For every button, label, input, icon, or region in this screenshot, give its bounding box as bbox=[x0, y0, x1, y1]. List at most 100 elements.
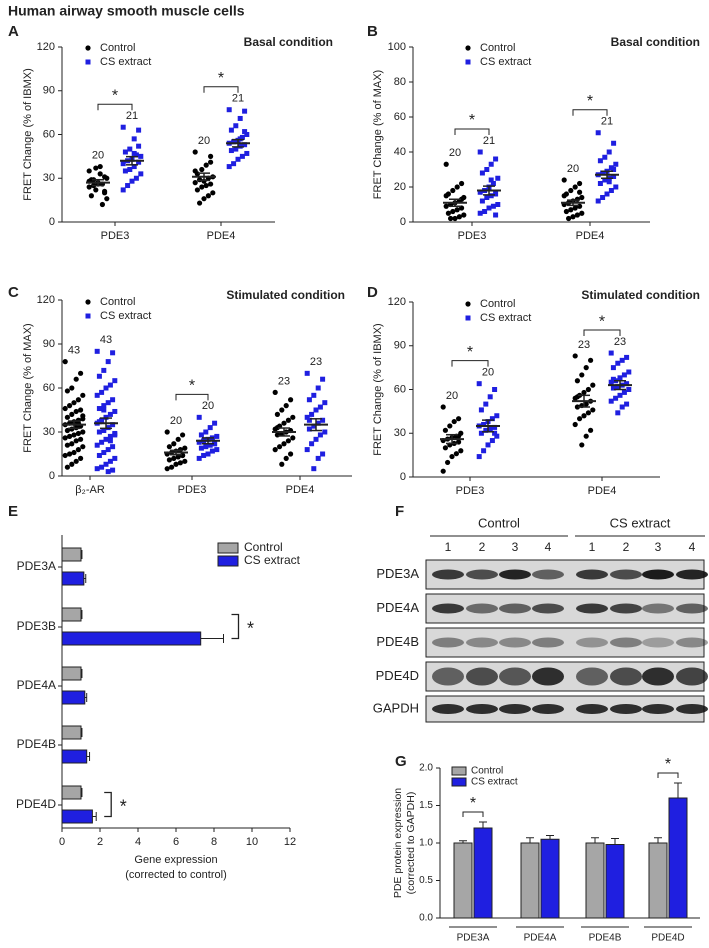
bar bbox=[61, 607, 82, 622]
data-point bbox=[86, 184, 92, 190]
blot-band bbox=[676, 569, 708, 580]
blot-band bbox=[499, 603, 531, 614]
data-point bbox=[105, 359, 111, 365]
data-point bbox=[568, 207, 574, 213]
data-point bbox=[69, 441, 75, 447]
significance-bracket bbox=[97, 103, 133, 111]
data-point bbox=[274, 432, 280, 438]
blot-band bbox=[466, 637, 498, 648]
data-point bbox=[494, 433, 500, 439]
data-point bbox=[112, 455, 118, 461]
data-point bbox=[69, 411, 75, 417]
x-tick-label: 6 bbox=[173, 836, 179, 848]
significance-label: * bbox=[112, 87, 118, 104]
bar bbox=[540, 838, 560, 919]
data-point bbox=[624, 401, 630, 407]
data-point bbox=[112, 408, 118, 414]
y-tick-label: PDE4A bbox=[17, 678, 56, 692]
data-point bbox=[595, 130, 601, 136]
data-point bbox=[288, 451, 294, 457]
data-point bbox=[239, 153, 245, 159]
data-point bbox=[493, 156, 499, 162]
n-label: 21 bbox=[126, 110, 138, 122]
data-point bbox=[490, 203, 496, 209]
bar bbox=[61, 725, 82, 740]
data-point bbox=[606, 149, 612, 155]
data-point bbox=[101, 407, 107, 413]
data-point bbox=[198, 445, 204, 451]
blot-band bbox=[466, 569, 498, 580]
data-point bbox=[453, 451, 459, 457]
y-tick-label: 60 bbox=[394, 111, 406, 123]
data-point bbox=[577, 416, 583, 422]
data-point bbox=[274, 425, 280, 431]
data-point bbox=[208, 181, 214, 187]
data-point bbox=[71, 400, 77, 406]
data-point bbox=[192, 149, 198, 155]
data-point bbox=[166, 444, 172, 450]
data-point bbox=[207, 425, 213, 431]
data-point bbox=[283, 403, 289, 409]
blot-band bbox=[532, 637, 564, 648]
blot-band bbox=[499, 637, 531, 648]
data-point bbox=[107, 458, 113, 464]
data-point bbox=[494, 413, 500, 419]
data-point bbox=[62, 452, 68, 459]
data-point bbox=[129, 178, 135, 184]
data-point bbox=[244, 132, 250, 137]
data-point bbox=[315, 385, 321, 391]
data-point bbox=[103, 436, 109, 442]
data-point bbox=[166, 457, 172, 463]
data-point bbox=[194, 187, 200, 193]
blot-band bbox=[576, 704, 608, 714]
row-label: PDE4B bbox=[376, 634, 419, 649]
panel-letter: G bbox=[395, 753, 407, 770]
data-point bbox=[610, 385, 616, 391]
data-point bbox=[481, 448, 487, 454]
data-point bbox=[304, 447, 310, 453]
data-point bbox=[459, 196, 465, 202]
data-point bbox=[203, 162, 209, 168]
legend-label: Control bbox=[244, 540, 283, 554]
data-point bbox=[488, 161, 494, 167]
blot-band bbox=[642, 637, 674, 648]
legend-marker bbox=[85, 59, 91, 65]
blot-band bbox=[466, 704, 498, 714]
data-point bbox=[71, 449, 77, 456]
data-point bbox=[459, 180, 465, 187]
blot-band bbox=[576, 637, 608, 648]
data-point bbox=[611, 140, 617, 146]
data-point bbox=[80, 429, 86, 435]
data-point bbox=[62, 359, 68, 365]
blot-band bbox=[676, 704, 708, 714]
data-point bbox=[62, 435, 68, 441]
n-label: 20 bbox=[170, 415, 182, 427]
data-point bbox=[621, 372, 627, 378]
significance-label: * bbox=[467, 344, 473, 361]
data-point bbox=[64, 464, 70, 470]
data-point bbox=[175, 436, 181, 442]
panel-letter: B bbox=[367, 23, 378, 40]
data-point bbox=[96, 429, 102, 435]
x-tick-label: 12 bbox=[284, 836, 296, 848]
data-point bbox=[110, 467, 116, 473]
data-point bbox=[304, 370, 310, 376]
data-point bbox=[572, 421, 578, 428]
data-point bbox=[120, 187, 126, 193]
significance-bracket bbox=[203, 86, 239, 93]
data-point bbox=[73, 458, 79, 464]
data-point bbox=[561, 193, 567, 199]
data-point bbox=[484, 167, 490, 172]
data-point bbox=[102, 188, 108, 194]
data-point bbox=[67, 451, 73, 457]
blot-band bbox=[499, 667, 531, 686]
legend-marker bbox=[451, 777, 467, 787]
lane-label: 4 bbox=[545, 540, 552, 554]
data-point bbox=[138, 153, 144, 159]
data-point bbox=[487, 426, 493, 432]
data-point bbox=[489, 438, 495, 444]
data-point bbox=[313, 407, 319, 413]
data-point bbox=[602, 177, 608, 183]
data-point bbox=[483, 401, 489, 407]
data-point bbox=[93, 187, 99, 193]
